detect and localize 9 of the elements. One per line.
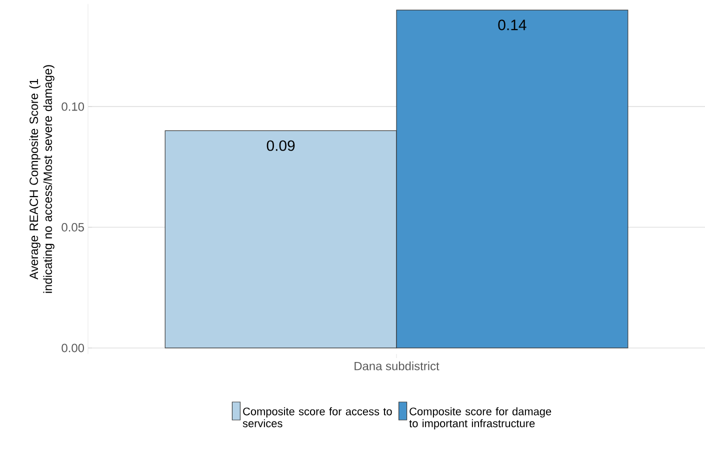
y-axis-title: Average REACH Composite Score (1 indicating no access/Most severe damage)	[29, 65, 54, 293]
data-label: 0.09	[266, 140, 295, 151]
y-tick-label: 0.10	[62, 102, 84, 111]
x-tick-label: Dana subdistrict	[354, 362, 440, 370]
legend-label: Composite score for access to services	[242, 407, 392, 428]
y-tick-label: 0.05	[62, 223, 84, 232]
data-label: 0.14	[498, 20, 526, 30]
legend-label: Composite score for damage to important infrastructure	[409, 407, 552, 430]
y-tick-label: 0.00	[62, 344, 84, 352]
